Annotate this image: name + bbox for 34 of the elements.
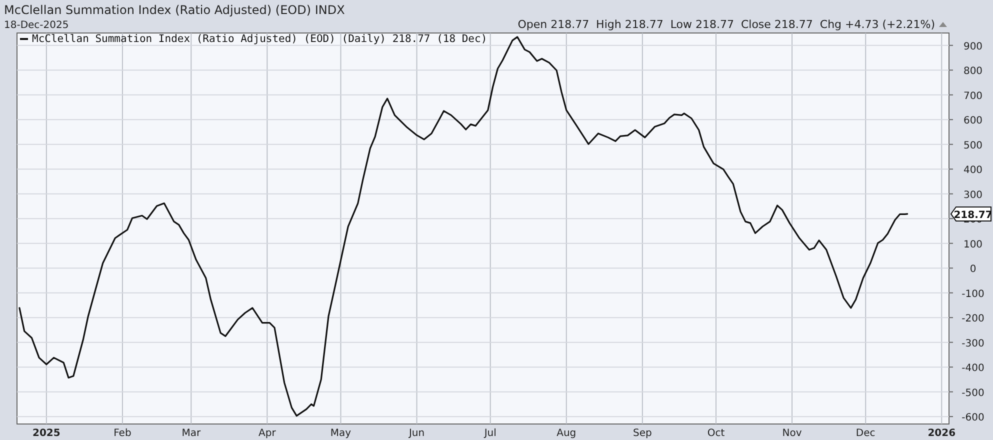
chart-title: McClellan Summation Index (Ratio Adjusted) (EOD) INDX bbox=[4, 3, 345, 17]
y-tick-label: 600 bbox=[963, 116, 983, 127]
x-tick-label: Dec bbox=[856, 428, 876, 439]
x-tick-label: Nov bbox=[782, 428, 802, 439]
x-tick-label: Apr bbox=[258, 428, 277, 439]
y-tick-label: -200 bbox=[962, 314, 984, 325]
x-tick-label: Aug bbox=[556, 428, 576, 439]
y-tick-label: 500 bbox=[963, 140, 983, 152]
y-tick-label: -400 bbox=[962, 363, 984, 374]
y-tick-label: 400 bbox=[963, 165, 983, 176]
x-tick-label: Sep bbox=[632, 428, 652, 439]
line-series bbox=[18, 36, 908, 417]
x-tick-label: Oct bbox=[707, 428, 725, 439]
x-tick-label: Feb bbox=[114, 428, 132, 439]
y-tick-label: 0 bbox=[970, 264, 976, 276]
text: 218.77 bbox=[954, 210, 992, 221]
x-tick-label: Jul bbox=[483, 428, 496, 439]
y-tick-label: -100 bbox=[962, 288, 984, 300]
y-tick-label: -300 bbox=[962, 338, 984, 350]
legend-label: McClellan Summation Index (Ratio Adjusted) (EOD) (Daily) 218.77 (18 Dec) bbox=[32, 33, 488, 45]
x-tick-label: 2026 bbox=[928, 428, 956, 439]
y-tick-label: -600 bbox=[962, 412, 984, 424]
x-tick-label: Mar bbox=[182, 428, 202, 439]
y-tick-label: 300 bbox=[963, 190, 983, 201]
x-tick-label: May bbox=[330, 428, 352, 439]
y-tick-label: 700 bbox=[963, 90, 983, 102]
y-tick-label: 800 bbox=[963, 66, 983, 78]
y-tick-label: 100 bbox=[963, 239, 983, 250]
text: Open 218.77 High 218.77 Low 218.77 Close 218.77 Chg +4.73 (+2.21%) bbox=[518, 18, 935, 31]
x-tick-label: Jun bbox=[408, 428, 425, 439]
chart-subtitle: 18-Dec-2025 bbox=[4, 20, 69, 31]
x-tick-label: 2025 bbox=[32, 428, 60, 439]
y-tick-label: -500 bbox=[962, 388, 984, 399]
y-tick-label: 900 bbox=[963, 41, 983, 52]
